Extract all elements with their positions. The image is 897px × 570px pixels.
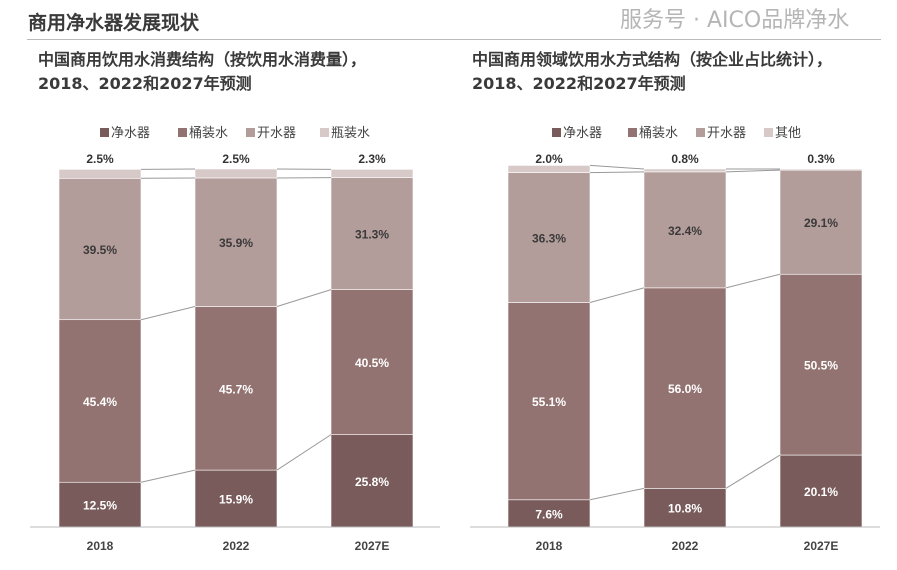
x-tick-label: 2018	[536, 539, 563, 553]
legend-label: 净水器	[111, 125, 150, 140]
bar-segment	[194, 177, 278, 307]
data-label: 12.5%	[83, 499, 117, 513]
bar-segment	[330, 289, 414, 435]
data-label: 0.3%	[807, 152, 835, 166]
bar-segment	[779, 454, 863, 528]
legend-label: 瓶装水	[331, 125, 370, 140]
data-label: 0.8%	[671, 152, 699, 166]
legend-swatch	[696, 128, 705, 137]
data-label: 45.4%	[83, 395, 117, 409]
bar-segment	[194, 469, 278, 528]
x-tick-label: 2022	[672, 539, 699, 553]
data-label: 40.5%	[355, 356, 389, 370]
x-tick-label: 2027E	[355, 539, 390, 553]
bar-segment	[643, 168, 727, 173]
legend-label: 开水器	[707, 125, 746, 140]
bar-segment	[779, 168, 863, 171]
data-label: 15.9%	[219, 493, 253, 507]
legend-swatch	[178, 128, 187, 137]
x-tick-label: 2022	[223, 539, 250, 553]
bar-segment	[507, 165, 591, 173]
bar-segment	[194, 306, 278, 471]
chart-1-title-line2: 2018、2022和2027年预测	[38, 74, 252, 93]
connector-line	[276, 434, 332, 471]
connector-line	[276, 289, 332, 307]
bar-segment	[194, 168, 278, 179]
bar-segment	[507, 172, 591, 303]
connector-line	[725, 454, 781, 489]
data-label: 29.1%	[804, 216, 838, 230]
data-label: 45.7%	[219, 382, 253, 396]
connector-line	[589, 287, 645, 304]
data-label: 50.5%	[804, 359, 838, 373]
legend-label: 桶装水	[189, 125, 228, 140]
legend-label: 其他	[775, 125, 801, 140]
legend-swatch	[100, 128, 109, 137]
connector-line	[589, 487, 645, 501]
title-divider	[27, 39, 881, 40]
legend-label: 净水器	[563, 125, 602, 140]
legend-swatch	[628, 128, 637, 137]
data-label: 25.8%	[355, 475, 389, 489]
legend-label: 桶装水	[639, 125, 678, 140]
bar-segment	[330, 177, 414, 290]
connector-line	[140, 305, 196, 321]
chart-2-title: 中国商用领域饮用水方式结构（按企业占比统计）， 2018、2022和2027年预…	[472, 48, 832, 96]
bar-segment	[58, 169, 142, 179]
page-title: 商用净水器发展现状	[28, 12, 200, 34]
chart-2-title-line2: 2018、2022和2027年预测	[472, 74, 686, 93]
chart-2-title-line1: 中国商用领域饮用水方式结构（按企业占比统计），	[472, 50, 833, 69]
data-label: 56.0%	[668, 382, 702, 396]
bar-segment	[643, 488, 727, 528]
bar-segment	[779, 169, 863, 275]
data-label: 10.8%	[668, 502, 702, 516]
data-label: 31.3%	[355, 228, 389, 242]
data-label: 7.6%	[535, 507, 563, 521]
connector-line	[725, 169, 781, 173]
data-label: 35.9%	[219, 236, 253, 250]
bar-segment	[643, 171, 727, 289]
bar-segment	[507, 499, 591, 528]
legend-label: 开水器	[257, 125, 296, 140]
connector-line	[589, 171, 645, 174]
data-label: 2.5%	[86, 152, 114, 166]
data-label: 2.3%	[358, 152, 386, 166]
data-label: 2.5%	[222, 152, 250, 166]
data-label: 36.3%	[532, 232, 566, 246]
connector-line	[140, 469, 196, 483]
connector-line	[589, 164, 645, 170]
data-label: 32.4%	[668, 224, 702, 238]
legend-swatch	[552, 128, 561, 137]
bar-segment	[58, 178, 142, 321]
legend-swatch	[320, 128, 329, 137]
bar-segment	[643, 287, 727, 489]
x-tick-label: 2027E	[804, 539, 839, 553]
bar-segment	[507, 302, 591, 501]
data-label: 20.1%	[804, 485, 838, 499]
bar-segment	[779, 273, 863, 456]
connector-line	[725, 273, 781, 289]
data-label: 55.1%	[532, 395, 566, 409]
x-tick-label: 2018	[87, 539, 114, 553]
data-label: 39.5%	[83, 243, 117, 257]
data-label: 2.0%	[535, 152, 563, 166]
bar-segment	[58, 319, 142, 483]
chart-1-title-line1: 中国商用饮用水消费结构（按饮用水消费量），	[38, 50, 367, 69]
bar-segment	[330, 169, 414, 178]
watermark: 服务号 · AICO品牌净水	[620, 8, 850, 33]
chart-1-title: 中国商用饮用水消费结构（按饮用水消费量）， 2018、2022和2027年预测	[38, 48, 366, 96]
legend-swatch	[764, 128, 773, 137]
legend-swatch	[246, 128, 255, 137]
